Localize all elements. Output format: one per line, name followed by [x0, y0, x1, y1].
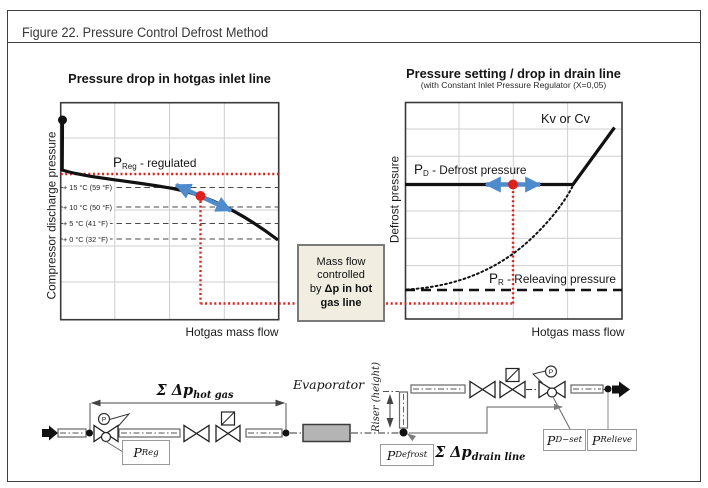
left-y-axis-label: Compressor discharge pressure — [44, 131, 59, 300]
drain-regulator-valve: P — [531, 365, 571, 430]
pdefrost-tag-box: P Defrost — [380, 444, 434, 466]
temp-line-label: + 5 °C (41 °F) — [63, 219, 110, 228]
outlet-flow-arrow — [612, 381, 630, 398]
shutoff-valve-drain — [469, 380, 496, 399]
tag-subscript: Relieve — [600, 435, 633, 445]
preg-text: - regulated — [136, 156, 197, 170]
preg-regulated-label: PReg - regulated — [113, 155, 196, 171]
preg-tag-box: P Reg — [122, 440, 170, 465]
pr-symbol: P — [489, 271, 499, 286]
note-text-bold: gas line — [320, 296, 362, 309]
note-line: by Δp in hot — [310, 283, 372, 297]
red-dotted-link-right — [381, 189, 515, 305]
piping-diagram: P — [42, 365, 630, 453]
note-line: Mass flow — [316, 255, 366, 268]
curve-start-dot — [58, 115, 67, 125]
pressure-gauge-icon — [97, 412, 111, 426]
hotgas-regulator-valve: P — [93, 412, 131, 453]
sigma-dp-subscript: hot gas — [193, 389, 234, 401]
tag-symbol: P — [386, 447, 396, 463]
note-line: controlled — [317, 269, 365, 282]
left-chart-plot — [58, 101, 297, 321]
releaving-pressure-label: PR - Releaving pressure — [489, 271, 616, 287]
temp-line-label: + 10 °C (50 °F) — [63, 202, 115, 212]
shutoff-valve-hotgas — [183, 424, 210, 443]
pd-symbol: P — [414, 162, 424, 177]
operating-point-right — [508, 179, 518, 190]
tag-symbol: P — [133, 445, 142, 460]
tag-subscript: Reg — [141, 447, 159, 458]
left-chart-title: Pressure drop in hotgas inlet line — [68, 71, 271, 86]
discharge-pressure-curve — [60, 119, 279, 242]
solenoid-valve-drain — [499, 367, 526, 399]
figure-border — [7, 10, 701, 482]
left-x-axis-label: Hotgas mass flow — [185, 325, 279, 339]
tag-symbol: P — [546, 432, 556, 448]
sigma-dp-subscript: drain line — [471, 451, 526, 463]
pdset-tag-box: P D−set — [543, 429, 586, 451]
note-text: by — [309, 283, 325, 295]
note-text-bold: Δp in hot — [324, 283, 373, 295]
left-chart-border — [59, 101, 280, 321]
red-dotted-link-left — [199, 201, 297, 305]
junction-dot — [86, 429, 93, 437]
pr-text: - Releaving pressure — [503, 272, 616, 286]
right-x-axis-label: Hotgas mass flow — [531, 325, 625, 339]
temp-line-label: + 15 °C (59 °F) — [63, 183, 115, 192]
drain-dp-measure-path — [406, 403, 563, 442]
gauge-letter: P — [102, 417, 107, 424]
right-chart-border — [404, 101, 623, 320]
defrost-pressure-setting-line — [405, 126, 616, 187]
hotgas-dp-dimension — [89, 399, 287, 430]
title-divider — [7, 42, 700, 43]
pd-subscript: D — [423, 169, 429, 179]
inlet-flow-arrow — [42, 425, 58, 441]
kv-cv-label: Kv or Cv — [541, 111, 591, 126]
tag-subscript: Defrost — [395, 450, 428, 460]
right-y-axis-label: Defrost pressure — [387, 155, 402, 244]
tag-subscript: D−set — [555, 435, 583, 445]
evaporator-box — [302, 423, 351, 443]
pr-subscript: R — [498, 278, 504, 288]
evaporator-label: Evaporator — [293, 377, 365, 392]
temperature-dashed-lines — [60, 186, 278, 240]
mass-flow-note-box: Mass flow controlled by Δp in hot gas li… — [297, 244, 385, 322]
operating-point-left — [195, 191, 206, 201]
riser-height-label: Riser (height) — [371, 362, 382, 432]
right-chart-title: Pressure setting / drop in drain line — [406, 66, 621, 81]
pd-text: - Defrost pressure — [428, 163, 527, 177]
figure-caption: Figure 22. Pressure Control Defrost Meth… — [22, 25, 269, 40]
solenoid-valve-hotgas — [215, 411, 241, 443]
sigma-dp: Σ Δp — [156, 382, 194, 399]
right-chart-plot — [381, 101, 623, 320]
note-line: gas line — [321, 297, 362, 311]
tag-symbol: P — [591, 432, 601, 448]
pressure-gauge-icon — [544, 365, 558, 378]
pipe-centerlines — [60, 388, 601, 434]
defrost-pressure-label: PD - Defrost pressure — [414, 162, 527, 178]
defrost-measure-point — [399, 428, 408, 437]
temp-line-label: + 0 °C (32 °F) — [63, 234, 110, 244]
hotgas-dp-sum-label: Σ Δphot gas — [135, 382, 255, 401]
prelieve-tag-box: P Relieve — [587, 429, 637, 451]
gauge-letter: P — [549, 369, 554, 376]
sigma-dp: Σ Δp — [435, 444, 472, 461]
drain-dp-sum-label: Σ Δpdrain line — [435, 444, 525, 463]
junction-dot — [604, 385, 612, 393]
right-chart-subtitle: (with Constant Inlet Pressure Regulator … — [420, 80, 607, 90]
junction-dot — [282, 429, 290, 437]
drain-pressure-drop-dotted-curve — [406, 185, 574, 291]
preg-subscript: Reg — [122, 162, 137, 172]
preg-symbol: P — [113, 155, 123, 170]
